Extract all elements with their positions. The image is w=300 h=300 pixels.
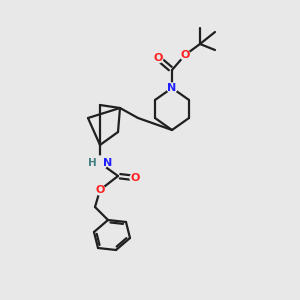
Text: O: O (153, 53, 163, 63)
Circle shape (95, 185, 105, 195)
Text: O: O (180, 50, 190, 60)
Circle shape (130, 173, 140, 183)
Text: N: N (103, 158, 112, 168)
Text: O: O (95, 185, 105, 195)
Circle shape (180, 50, 190, 60)
Circle shape (153, 53, 163, 63)
Text: H: H (88, 158, 97, 168)
Circle shape (167, 83, 177, 93)
Text: N: N (167, 83, 177, 93)
Text: O: O (130, 173, 140, 183)
Circle shape (93, 156, 107, 170)
